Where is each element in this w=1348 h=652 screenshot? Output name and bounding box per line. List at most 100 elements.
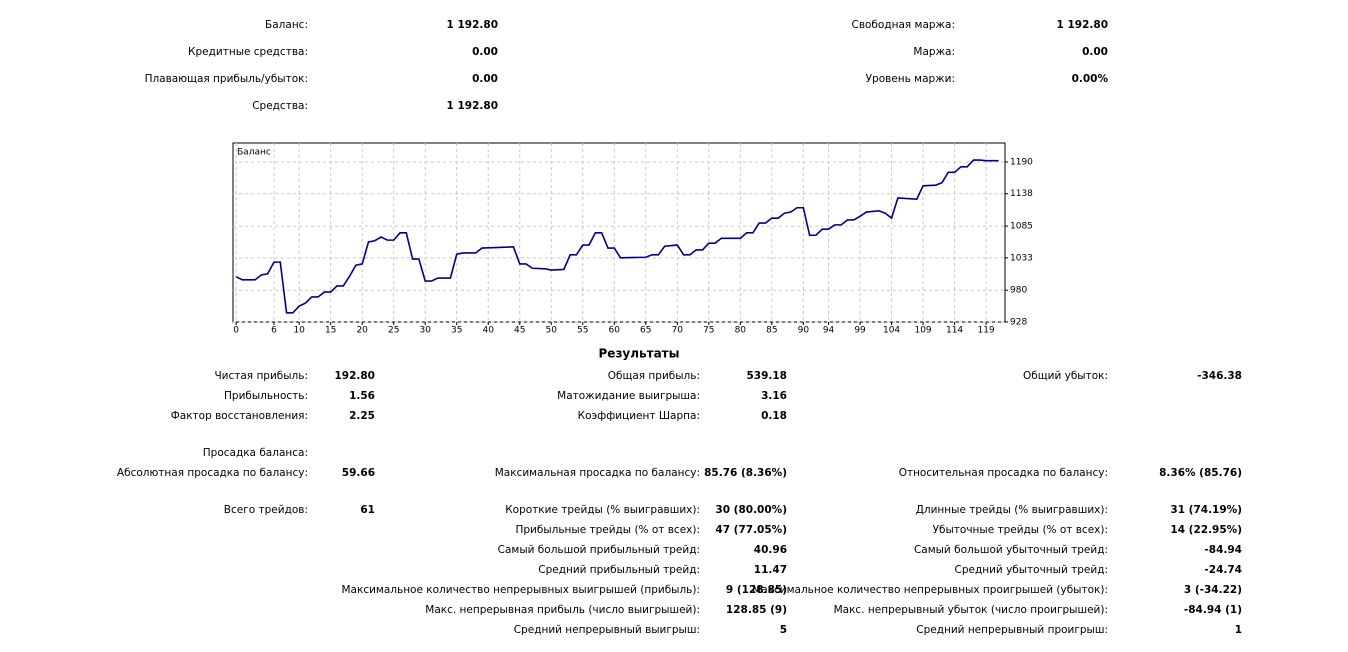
y-tick-label: 980 <box>1010 286 1027 296</box>
y-tick-label: 1190 <box>1010 157 1033 167</box>
result-label: Прибыльность: <box>224 390 308 402</box>
result-value: 1.56 <box>349 390 375 402</box>
summary-label: Уровень маржи: <box>866 73 955 85</box>
y-tick-label: 1033 <box>1010 253 1033 263</box>
summary-label: Плавающая прибыль/убыток: <box>145 73 308 85</box>
balance-line <box>235 159 999 314</box>
result-value: 8.36% (85.76) <box>1159 467 1242 479</box>
y-tick-label: 1138 <box>1010 189 1033 199</box>
x-tick-label: 94 <box>823 326 835 336</box>
result-value: 40.96 <box>754 544 787 556</box>
result-label: Длинные трейды (% выигравших): <box>916 504 1108 516</box>
x-tick-label: 15 <box>325 326 336 336</box>
result-label: Максимальное количество непрерывных прои… <box>752 584 1108 596</box>
result-label: Всего трейдов: <box>224 504 308 516</box>
result-label: Матожидание выигрыша: <box>557 390 700 402</box>
x-tick-label: 65 <box>640 326 651 336</box>
summary-value: 0.00 <box>1082 46 1108 58</box>
result-value: 128.85 (9) <box>726 604 787 616</box>
result-label: Абсолютная просадка по балансу: <box>117 467 308 479</box>
result-label: Просадка баланса: <box>203 447 308 459</box>
summary-label: Средства: <box>252 100 308 112</box>
summary-label: Баланс: <box>265 19 308 31</box>
result-label: Макс. непрерывный убыток (число проигрыш… <box>834 604 1108 616</box>
result-value: -346.38 <box>1197 370 1242 382</box>
x-tick-label: 85 <box>766 326 777 336</box>
summary-value: 0.00% <box>1072 73 1109 85</box>
summary-value: 0.00 <box>472 73 498 85</box>
y-tick-label: 1085 <box>1010 222 1033 232</box>
result-label: Общая прибыль: <box>608 370 700 382</box>
result-value: 2.25 <box>349 410 375 422</box>
result-label: Чистая прибыль: <box>214 370 308 382</box>
x-tick-label: 80 <box>735 326 747 336</box>
x-tick-label: 40 <box>483 326 495 336</box>
result-value: 30 (80.00%) <box>715 504 787 516</box>
x-tick-label: 90 <box>798 326 810 336</box>
result-label: Прибыльные трейды (% от всех): <box>515 524 700 536</box>
result-value: 9 (128.85) <box>726 584 787 596</box>
x-tick-label: 45 <box>514 326 525 336</box>
summary-value: 1 192.80 <box>447 19 498 31</box>
x-tick-label: 30 <box>419 326 431 336</box>
x-tick-label: 109 <box>914 326 931 336</box>
x-tick-label: 0 <box>233 326 239 336</box>
result-label: Убыточные трейды (% от всех): <box>933 524 1108 536</box>
result-value: 1 <box>1235 624 1242 636</box>
result-value: 11.47 <box>754 564 787 576</box>
summary-label: Маржа: <box>913 46 955 58</box>
summary-label: Свободная маржа: <box>851 19 955 31</box>
result-value: 31 (74.19%) <box>1170 504 1242 516</box>
x-tick-label: 6 <box>271 326 277 336</box>
result-value: 14 (22.95%) <box>1170 524 1242 536</box>
x-tick-label: 35 <box>451 326 462 336</box>
result-label: Макс. непрерывная прибыль (число выигрыш… <box>425 604 700 616</box>
result-value: -84.94 (1) <box>1184 604 1242 616</box>
result-label: Средний непрерывный выигрыш: <box>514 624 700 636</box>
x-tick-label: 99 <box>854 326 866 336</box>
x-tick-label: 60 <box>609 326 621 336</box>
y-tick-label: 928 <box>1010 318 1027 328</box>
result-value: 539.18 <box>746 370 787 382</box>
result-label: Самый большой прибыльный трейд: <box>498 544 700 556</box>
result-label: Средний непрерывный проигрыш: <box>916 624 1108 636</box>
result-label: Фактор восстановления: <box>171 410 308 422</box>
result-value: 192.80 <box>334 370 375 382</box>
result-value: 61 <box>360 504 375 516</box>
chart-title: Баланс <box>237 148 271 158</box>
result-value: -84.94 <box>1204 544 1242 556</box>
result-label: Средний прибыльный трейд: <box>538 564 700 576</box>
result-value: 59.66 <box>342 467 375 479</box>
result-value: -24.74 <box>1204 564 1242 576</box>
chart-frame <box>232 142 1006 323</box>
x-tick-label: 75 <box>703 326 714 336</box>
result-label: Максимальная просадка по балансу: <box>495 467 700 479</box>
result-value: 3 (-34.22) <box>1184 584 1242 596</box>
result-value: 0.18 <box>761 410 787 422</box>
result-label: Короткие трейды (% выигравших): <box>505 504 700 516</box>
result-label: Общий убыток: <box>1023 370 1108 382</box>
x-tick-label: 119 <box>978 326 995 336</box>
result-label: Средний убыточный трейд: <box>955 564 1108 576</box>
x-tick-label: 114 <box>946 326 963 336</box>
x-tick-label: 25 <box>388 326 399 336</box>
summary-value: 0.00 <box>472 46 498 58</box>
result-value: 47 (77.05%) <box>715 524 787 536</box>
x-tick-label: 20 <box>356 326 368 336</box>
result-value: 85.76 (8.36%) <box>704 467 787 479</box>
x-tick-label: 10 <box>293 326 305 336</box>
results-title: Результаты <box>599 347 680 361</box>
summary-value: 1 192.80 <box>1057 19 1108 31</box>
result-label: Максимальное количество непрерывных выиг… <box>342 584 701 596</box>
result-value: 3.16 <box>761 390 787 402</box>
x-tick-label: 50 <box>546 326 558 336</box>
summary-value: 1 192.80 <box>447 100 498 112</box>
x-tick-label: 70 <box>672 326 684 336</box>
result-label: Самый большой убыточный трейд: <box>914 544 1108 556</box>
result-value: 5 <box>780 624 787 636</box>
x-tick-label: 55 <box>577 326 588 336</box>
result-label: Относительная просадка по балансу: <box>899 467 1108 479</box>
summary-label: Кредитные средства: <box>188 46 308 58</box>
x-tick-label: 104 <box>883 326 900 336</box>
